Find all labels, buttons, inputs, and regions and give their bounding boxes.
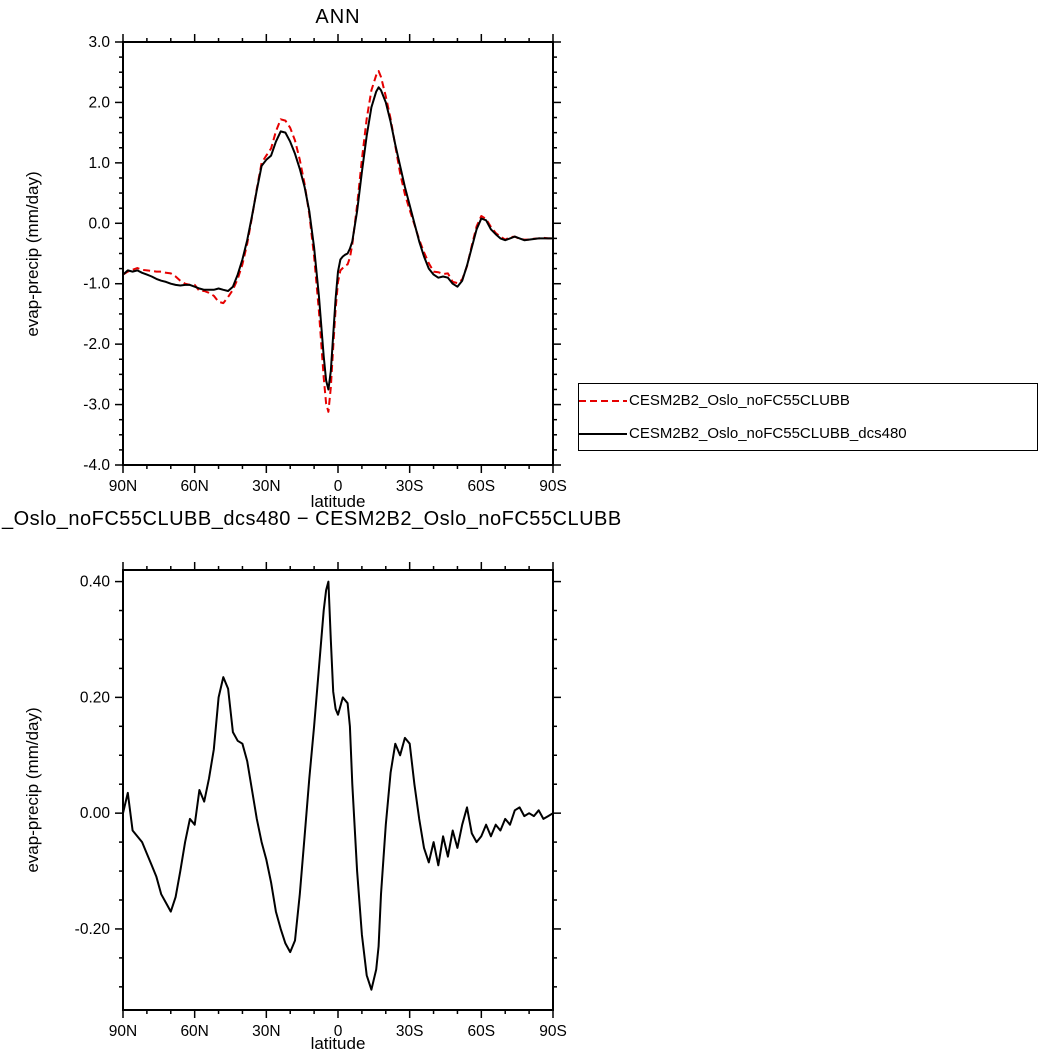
y-tick-label: 3.0: [88, 34, 110, 51]
y-tick-label: 0.20: [80, 689, 111, 706]
y-tick-label: -3.0: [83, 397, 110, 414]
x-tick-label: 30N: [252, 478, 280, 495]
tick-marks: [115, 34, 561, 473]
chart2-x-axis-label: latitude: [310, 1034, 366, 1053]
legend-dashed-line-icon: [579, 399, 627, 402]
chart1-title: ANN: [315, 6, 361, 28]
x-tick-label: 30N: [252, 1023, 280, 1040]
y-tick-label: 0.40: [80, 574, 111, 591]
tick-labels: 90N 60N 30N 0 30S 60S 90S -0.20 0.00 0.20 0.40: [75, 574, 567, 1040]
y-tick-label: 1.0: [88, 155, 110, 172]
y-tick-label: 2.0: [88, 94, 110, 111]
legend-label-dcs480: CESM2B2_Oslo_noFC55CLUBB_dcs480: [629, 425, 907, 442]
tick-labels: 90N 60N 30N 0 30S 60S 90S -4.0 -3.0 -2.0 -1.0 0.0 1.…: [83, 34, 567, 495]
x-tick-label: 90N: [109, 1023, 137, 1040]
x-tick-label: 30S: [396, 1023, 424, 1040]
y-tick-label: -2.0: [83, 336, 110, 353]
y-tick-label: -4.0: [83, 457, 110, 474]
y-tick-label: -0.20: [75, 921, 111, 938]
chart1-y-axis-label: evap-precip (mm/day): [23, 171, 42, 337]
series-group: [122, 70, 553, 413]
plot-box: [122, 41, 554, 466]
x-tick-label: 0: [334, 478, 343, 495]
chart1-x-axis-label: latitude: [310, 492, 366, 511]
tick-marks: [115, 562, 561, 1018]
legend-solid-line-icon: [579, 432, 627, 435]
x-tick-label: 60S: [468, 478, 496, 495]
y-tick-label: 0.0: [88, 215, 110, 232]
series-group: [122, 580, 554, 991]
x-tick-label: 60S: [468, 1023, 496, 1040]
legend-entry-control: CESM2B2_Oslo_noFC55CLUBB: [579, 384, 1037, 417]
x-tick-label: 60N: [180, 1023, 208, 1040]
legend-label-control: CESM2B2_Oslo_noFC55CLUBB: [629, 392, 850, 409]
series-line: [122, 580, 554, 991]
x-tick-label: 30S: [396, 478, 424, 495]
y-tick-label: -1.0: [83, 276, 110, 293]
series-line: [122, 70, 553, 413]
series-line: [122, 86, 553, 391]
x-tick-label: 90S: [539, 478, 567, 495]
x-tick-label: 90S: [539, 1023, 567, 1040]
chart2-title: _Oslo_noFC55CLUBB_dcs480 − CESM2B2_Oslo_…: [2, 508, 622, 530]
plot-box: [122, 569, 554, 1011]
x-tick-label: 90N: [109, 478, 137, 495]
legend: CESM2B2_Oslo_noFC55CLUBB CESM2B2_Oslo_no…: [578, 383, 1038, 451]
chart2-y-axis-label: evap-precip (mm/day): [23, 707, 42, 873]
y-tick-label: 0.00: [80, 805, 111, 822]
x-tick-label: 60N: [180, 478, 208, 495]
legend-entry-dcs480: CESM2B2_Oslo_noFC55CLUBB_dcs480: [579, 417, 1037, 450]
x-tick-label: 0: [334, 1023, 343, 1040]
